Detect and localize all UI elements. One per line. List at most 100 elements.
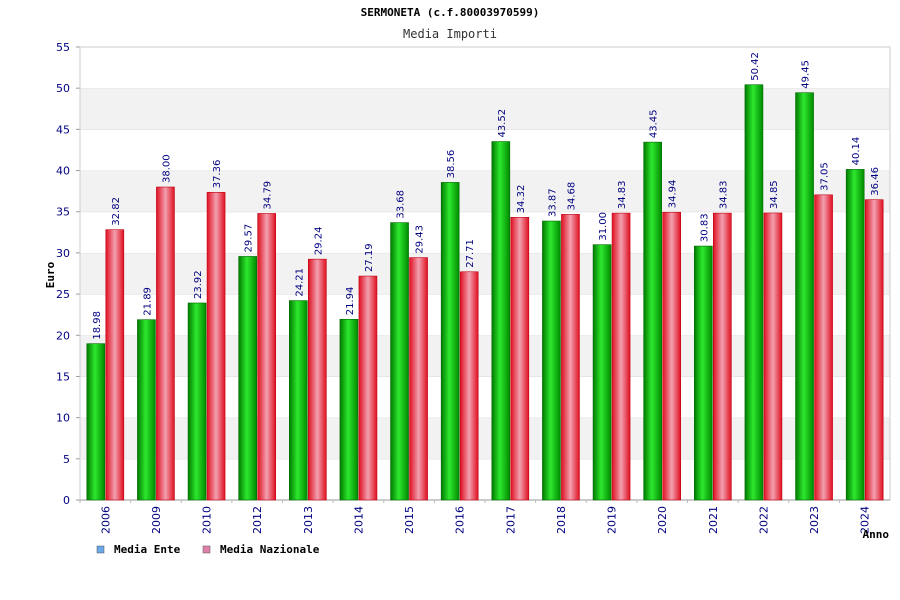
y-tick-label: 50 — [56, 82, 70, 95]
bar-media-nazionale-2024 — [864, 199, 884, 501]
value-label-media-ente-2024: 40.14 — [851, 137, 862, 166]
bar-media-nazionale-2009 — [156, 186, 175, 501]
legend-swatch-media-ente — [96, 545, 105, 554]
value-label-media-ente-2016: 38.56 — [446, 150, 457, 179]
bar-media-nazionale-2006 — [105, 229, 125, 501]
y-tick-label: 35 — [56, 206, 70, 219]
y-axis-ticks: 0 5 10 15 20 25 30 35 40 45 50 55 — [56, 41, 80, 507]
value-label-media-nazionale-2015: 29.43 — [415, 225, 426, 254]
bar-media-nazionale-2018 — [561, 214, 580, 501]
grid-band — [80, 47, 890, 89]
value-label-media-ente-2018: 33.87 — [547, 188, 558, 217]
bar-media-ente-2021 — [694, 245, 713, 501]
value-label-media-ente-2021: 30.83 — [699, 213, 710, 242]
bar-media-nazionale-2020 — [662, 211, 681, 501]
value-label-media-nazionale-2014: 27.19 — [364, 243, 375, 272]
y-tick-label: 25 — [56, 288, 70, 301]
x-tick-label-2015: 2015 — [403, 506, 416, 534]
value-label-media-ente-2010: 23.92 — [193, 270, 204, 299]
value-label-media-nazionale-2019: 34.83 — [617, 180, 628, 209]
value-label-media-nazionale-2023: 37.05 — [820, 162, 831, 191]
value-label-media-ente-2013: 24.21 — [294, 268, 305, 297]
bar-media-nazionale-2014 — [358, 275, 378, 501]
value-label-media-nazionale-2024: 36.46 — [870, 167, 881, 196]
y-tick-label: 10 — [56, 412, 70, 425]
bar-media-ente-2022 — [744, 84, 764, 501]
bar-media-nazionale-2022 — [763, 212, 783, 501]
value-label-media-ente-2019: 31.00 — [598, 212, 609, 241]
y-tick-label: 5 — [63, 453, 70, 466]
value-label-media-ente-2020: 43.45 — [649, 109, 660, 138]
value-label-media-nazionale-2021: 34.83 — [718, 180, 729, 209]
value-label-media-nazionale-2010: 37.36 — [212, 160, 223, 189]
bar-media-nazionale-2021 — [713, 212, 732, 501]
x-tick-label-2006: 2006 — [99, 506, 112, 534]
bar-media-nazionale-2013 — [308, 258, 327, 501]
value-label-media-ente-2009: 21.89 — [142, 287, 153, 316]
x-tick-label-2017: 2017 — [504, 506, 517, 534]
bar-media-nazionale-2017 — [510, 217, 530, 501]
bar-media-nazionale-2023 — [814, 194, 833, 501]
chart-title: SERMONETA (c.f.80003970599) — [361, 6, 540, 19]
value-label-media-ente-2006: 18.98 — [92, 311, 103, 340]
value-label-media-nazionale-2013: 29.24 — [313, 227, 324, 256]
x-tick-label-2010: 2010 — [201, 506, 214, 534]
x-tick-label-2014: 2014 — [352, 506, 365, 534]
value-label-media-nazionale-2012: 34.79 — [263, 181, 274, 210]
value-label-media-ente-2014: 21.94 — [345, 287, 356, 316]
bars — [86, 84, 884, 501]
x-tick-label-2009: 2009 — [150, 506, 163, 534]
bar-media-ente-2009 — [137, 319, 156, 501]
value-labels: 18.98 32.82 21.89 38.00 23.92 37.36 29.57 34.79… — [92, 52, 881, 340]
value-label-media-nazionale-2022: 34.85 — [769, 180, 780, 209]
legend-label-media-nazionale: Media Nazionale — [220, 543, 320, 556]
y-tick-label: 45 — [56, 123, 70, 136]
bar-media-nazionale-2016 — [459, 271, 479, 501]
grid-band — [80, 88, 890, 130]
x-axis-label: Anno — [863, 528, 890, 541]
x-tick-label-2013: 2013 — [302, 506, 315, 534]
y-tick-label: 55 — [56, 41, 70, 54]
value-label-media-nazionale-2017: 34.32 — [516, 185, 527, 214]
x-tick-label-2024: 2024 — [859, 506, 872, 534]
bar-media-ente-2012 — [238, 256, 257, 501]
bar-media-ente-2019 — [592, 244, 612, 501]
bar-media-nazionale-2012 — [257, 213, 276, 501]
bar-media-ente-2023 — [795, 92, 814, 501]
x-tick-label-2022: 2022 — [757, 506, 770, 534]
bar-media-ente-2015 — [390, 222, 409, 501]
y-tick-label: 30 — [56, 247, 70, 260]
x-tick-label-2019: 2019 — [606, 506, 619, 534]
y-tick-label: 20 — [56, 329, 70, 342]
value-label-media-ente-2023: 49.45 — [801, 60, 812, 89]
x-tick-label-2021: 2021 — [707, 506, 720, 534]
value-label-media-ente-2012: 29.57 — [244, 224, 255, 253]
chart-subtitle: Media Importi — [403, 27, 497, 41]
value-label-media-nazionale-2018: 34.68 — [566, 182, 577, 211]
bar-media-ente-2016 — [440, 182, 460, 501]
y-tick-label: 15 — [56, 370, 70, 383]
x-tick-label-2016: 2016 — [454, 506, 467, 534]
bar-media-nazionale-2019 — [611, 212, 631, 501]
bar-media-ente-2020 — [643, 141, 662, 501]
legend-swatch-media-nazionale — [202, 545, 211, 554]
bar-media-ente-2014 — [339, 318, 359, 501]
bar-media-ente-2006 — [86, 343, 106, 501]
value-label-media-ente-2015: 33.68 — [396, 190, 407, 219]
bar-media-nazionale-2010 — [206, 191, 226, 501]
y-tick-label: 40 — [56, 165, 70, 178]
bar-media-ente-2010 — [187, 302, 207, 501]
grid-band — [80, 129, 890, 171]
value-label-media-nazionale-2009: 38.00 — [161, 154, 172, 183]
x-tick-label-2012: 2012 — [251, 506, 264, 534]
bar-media-ente-2018 — [542, 220, 561, 501]
y-axis-label: Euro — [44, 261, 57, 288]
x-tick-label-2020: 2020 — [656, 506, 669, 534]
bar-media-ente-2024 — [845, 169, 865, 501]
x-axis-ticks: 2006 2009 2010 2012 2013 2014 2015 2016 2017 2018… — [79, 500, 872, 534]
x-tick-label-2018: 2018 — [555, 506, 568, 534]
x-tick-label-2023: 2023 — [808, 506, 821, 534]
bar-media-ente-2013 — [289, 300, 308, 501]
bar-media-nazionale-2015 — [409, 257, 428, 501]
